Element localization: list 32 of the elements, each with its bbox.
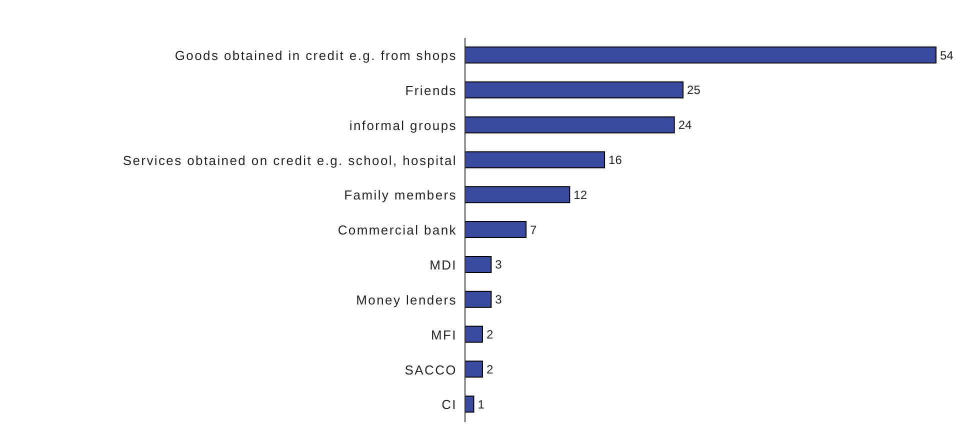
data-label: 2 (486, 328, 494, 342)
data-label: 3 (495, 258, 502, 272)
data-label: 54 (940, 48, 954, 62)
bar (464, 81, 684, 98)
y-tick-label: MDI (430, 258, 457, 273)
data-label: 2 (486, 362, 494, 376)
y-tick-label: CI (442, 397, 457, 412)
data-label: 7 (530, 222, 538, 237)
y-tick-label: Family members (344, 188, 457, 203)
y-tick-label: Commercial bank (338, 222, 457, 238)
y-tick-label: Services obtained on credit e.g. school, hospital (122, 152, 457, 168)
y-tick-label: Friends (405, 82, 457, 98)
bar (464, 186, 570, 204)
y-tick-label: Goods obtained in credit e.g. from shops (174, 48, 457, 64)
data-label: 24 (678, 118, 692, 132)
data-label: 16 (608, 152, 622, 167)
bar (464, 46, 936, 64)
bar (464, 116, 675, 134)
data-label: 3 (495, 292, 502, 307)
y-tick-label: informal groups (349, 118, 457, 133)
data-label: 12 (574, 188, 588, 202)
bar (464, 221, 527, 238)
data-label: 25 (687, 83, 701, 98)
y-tick-label: Money lenders (356, 292, 457, 308)
data-label: 1 (478, 397, 485, 412)
y-tick-label: MFI (431, 327, 457, 342)
bar (464, 151, 606, 168)
bar (464, 290, 492, 308)
bar (464, 256, 492, 273)
bar (464, 360, 483, 378)
bar (464, 326, 483, 343)
y-tick-label: SACCO (404, 362, 457, 378)
